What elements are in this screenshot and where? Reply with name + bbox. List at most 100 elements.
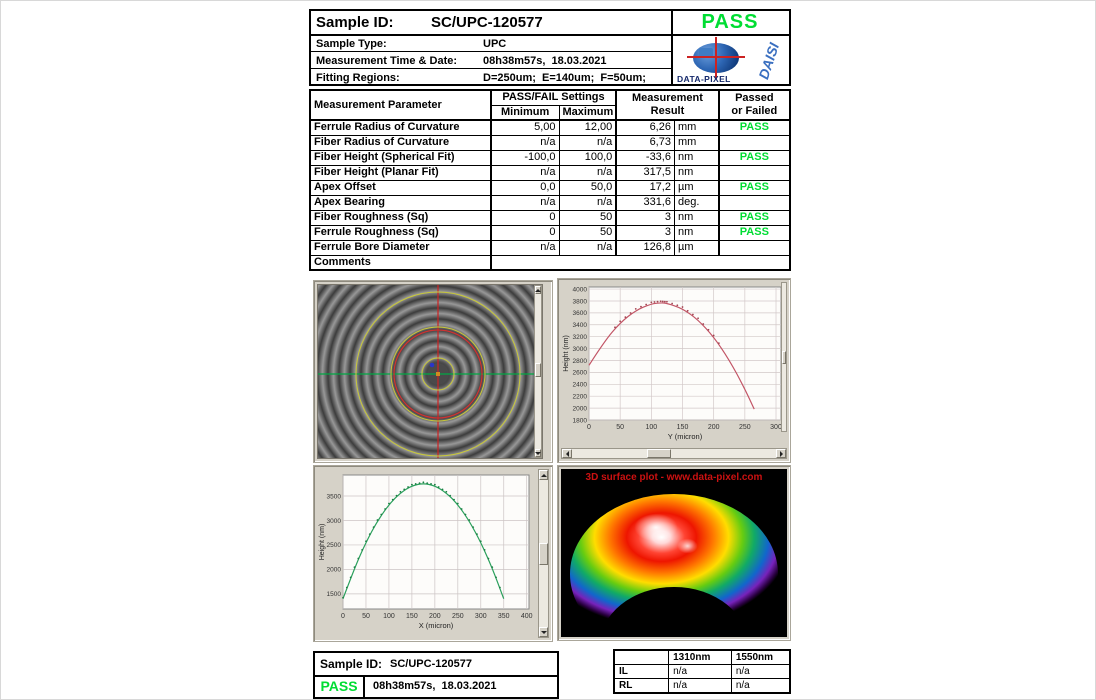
- interferogram-panel: [313, 280, 553, 463]
- y-profile-chart: 0 50 100 150 200 250 300 1800 2000 2200 2400 2600 28…: [563, 286, 782, 441]
- interferogram-vscrollbar[interactable]: [534, 285, 542, 458]
- row-status: [717, 164, 791, 181]
- svg-text:50: 50: [616, 424, 624, 431]
- svg-text:2800: 2800: [573, 358, 588, 365]
- svg-text:150: 150: [677, 424, 689, 431]
- rl-1310-value: n/a: [668, 678, 732, 694]
- il-rl-table: 1310nm 1550nm IL n/a n/a RL n/a n/a: [613, 649, 791, 694]
- col-header-maximum: Maximum: [558, 104, 617, 121]
- row-status: [717, 239, 791, 256]
- y-profile-hscrollbar[interactable]: [561, 448, 787, 459]
- fiber-cladding-circle: [393, 329, 483, 419]
- specular-highlight: [674, 536, 702, 557]
- scroll-left-icon[interactable]: [562, 449, 572, 458]
- param-row-fiber-radius: Fiber Radius of Curvature n/a n/a 6,73 m…: [309, 134, 791, 151]
- svg-text:200: 200: [708, 424, 720, 431]
- sample-type-value: UPC: [483, 37, 507, 50]
- svg-text:3400: 3400: [573, 322, 588, 329]
- col-header-parameter: Measurement Parameter: [309, 89, 492, 121]
- col-header-passed: Passed or Failed: [717, 89, 791, 121]
- scrollbar-thumb[interactable]: [782, 351, 786, 365]
- overall-status-badge: PASS: [671, 11, 789, 36]
- scroll-up-icon[interactable]: [535, 286, 541, 294]
- x-profile-vscrollbar[interactable]: [538, 469, 549, 638]
- row-status: [717, 134, 791, 151]
- param-row-fiber-height-spherical: Fiber Height (Spherical Fit) -100,0 100,…: [309, 149, 791, 166]
- fitting-region-e-circle: [390, 326, 486, 422]
- footer-sample-id-label: Sample ID:: [320, 657, 383, 671]
- rl-row: RL n/a n/a: [613, 678, 791, 694]
- comments-value: [489, 254, 791, 271]
- svg-text:2400: 2400: [573, 382, 588, 389]
- col-header-result: Measurement Result: [615, 89, 720, 121]
- measurement-time-label: Measurement Time & Date:: [316, 54, 458, 67]
- header-status-logo: PASS DATA-PIXEL DAISI: [671, 11, 789, 84]
- scroll-right-icon[interactable]: [776, 449, 786, 458]
- svg-text:3000: 3000: [573, 346, 588, 353]
- svg-text:300: 300: [770, 424, 782, 431]
- svg-text:2600: 2600: [573, 370, 588, 377]
- svg-text:X (micron): X (micron): [419, 621, 454, 630]
- row-status: PASS: [717, 149, 791, 166]
- svg-text:Height (nm): Height (nm): [319, 524, 326, 561]
- crosshair-icon: [715, 37, 717, 79]
- rl-label: RL: [613, 678, 670, 694]
- svg-text:3800: 3800: [573, 298, 588, 305]
- surface-3d-image: 3D surface plot - www.data-pixel.com: [561, 469, 787, 637]
- svg-text:1800: 1800: [573, 417, 588, 424]
- svg-text:250: 250: [739, 424, 751, 431]
- rl-1550-value: n/a: [730, 678, 791, 694]
- sample-id-label: Sample ID:: [316, 14, 394, 31]
- scroll-up-icon[interactable]: [539, 470, 548, 480]
- il-row: IL n/a n/a: [613, 664, 791, 679]
- center-marker: [436, 372, 440, 376]
- sample-id-row: Sample ID: SC/UPC-120577: [311, 11, 671, 36]
- surface-3d-panel: 3D surface plot - www.data-pixel.com: [557, 465, 791, 641]
- param-row-ferrule-radius: Ferrule Radius of Curvature 5,00 12,00 6…: [309, 119, 791, 136]
- wavelength-header-row: 1310nm 1550nm: [613, 649, 791, 665]
- y-profile-panel: 0 50 100 150 200 250 300 1800 2000 2200 2400 2600 28…: [557, 278, 791, 463]
- svg-text:300: 300: [475, 613, 487, 620]
- scrollbar-thumb[interactable]: [535, 362, 541, 377]
- svg-text:1500: 1500: [327, 591, 342, 598]
- sample-type-row: Sample Type: UPC: [311, 36, 671, 52]
- scrollbar-thumb[interactable]: [539, 543, 548, 566]
- col-header-minimum: Minimum: [489, 104, 560, 121]
- svg-text:50: 50: [362, 613, 370, 620]
- scrollbar-thumb[interactable]: [647, 449, 672, 458]
- svg-text:3600: 3600: [573, 310, 588, 317]
- wavelength-1310: 1310nm: [668, 649, 732, 665]
- svg-text:3500: 3500: [327, 493, 342, 500]
- fitting-regions-row: Fitting Regions: D=250um; E=140um; F=50u…: [311, 70, 671, 86]
- row-status: [717, 194, 791, 211]
- scroll-down-icon[interactable]: [539, 627, 548, 637]
- comments-row: Comments: [309, 254, 791, 271]
- y-profile-vscrollbar[interactable]: [781, 282, 787, 432]
- svg-text:250: 250: [452, 613, 464, 620]
- footer-timestamp: 08h38m57s, 18.03.2021: [373, 680, 497, 692]
- fitting-regions-value: D=250um; E=140um; F=50um;: [483, 72, 646, 84]
- svg-text:400: 400: [521, 613, 533, 620]
- measurement-time-value: 08h38m57s, 18.03.2021: [483, 54, 607, 67]
- x-profile-panel: 0 50 100 150 200 250 300 350 400 1500 2000 2500 3000…: [313, 465, 553, 642]
- sample-type-label: Sample Type:: [316, 37, 387, 50]
- product-name: DAISI: [754, 40, 782, 82]
- measurement-parameter-table: Measurement Parameter PASS/FAIL Settings…: [309, 89, 791, 271]
- svg-text:150: 150: [406, 613, 418, 620]
- data-pixel-logo: DATA-PIXEL DAISI: [671, 36, 789, 86]
- empty-cell: [613, 649, 670, 665]
- row-status: PASS: [717, 119, 791, 136]
- svg-text:2000: 2000: [327, 567, 342, 574]
- header-sample-info: Sample ID: SC/UPC-120577 Sample Type: UP…: [311, 11, 673, 84]
- footer-sample-id-row: Sample ID: SC/UPC-120577: [315, 653, 557, 677]
- scroll-down-icon[interactable]: [535, 449, 541, 457]
- svg-text:100: 100: [383, 613, 395, 620]
- measurement-time-row: Measurement Time & Date: 08h38m57s, 18.0…: [311, 53, 671, 69]
- footer-sample-id-value: SC/UPC-120577: [390, 658, 472, 670]
- wavelength-1550: 1550nm: [730, 649, 791, 665]
- row-status: PASS: [717, 209, 791, 226]
- svg-text:350: 350: [498, 613, 510, 620]
- param-row-ferrule-roughness: Ferrule Roughness (Sq) 0 50 3 nm PASS: [309, 224, 791, 241]
- svg-text:3200: 3200: [573, 334, 588, 341]
- x-profile-chart: 0 50 100 150 200 250 300 350 400 1500 2000 2500 3000…: [319, 474, 533, 630]
